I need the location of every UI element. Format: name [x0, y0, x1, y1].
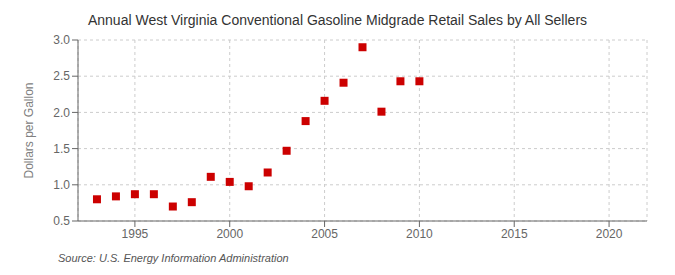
- svg-text:2015: 2015: [501, 227, 528, 241]
- html-text:Annual West Virginia Conventio: Annual West Virginia Conventional Gasoli…: [88, 12, 587, 28]
- svg-text:2000: 2000: [216, 227, 243, 241]
- svg-text:2005: 2005: [311, 227, 338, 241]
- svg-text:2.5: 2.5: [53, 69, 70, 83]
- svg-text:1.5: 1.5: [53, 142, 70, 156]
- svg-text:2010: 2010: [406, 227, 433, 241]
- svg-text:Dollars per Gallon: Dollars per Gallon: [22, 82, 36, 178]
- svg-text:1.0: 1.0: [53, 178, 70, 192]
- svg-text:3.0: 3.0: [53, 33, 70, 47]
- svg-text:0.5: 0.5: [53, 214, 70, 228]
- svg-text:2.0: 2.0: [53, 106, 70, 120]
- html-text:Source: U.S. Energy Informatio: Source: U.S. Energy Information Administ…: [58, 252, 289, 264]
- svg-text:2020: 2020: [596, 227, 623, 241]
- svg-text:1995: 1995: [122, 227, 149, 241]
